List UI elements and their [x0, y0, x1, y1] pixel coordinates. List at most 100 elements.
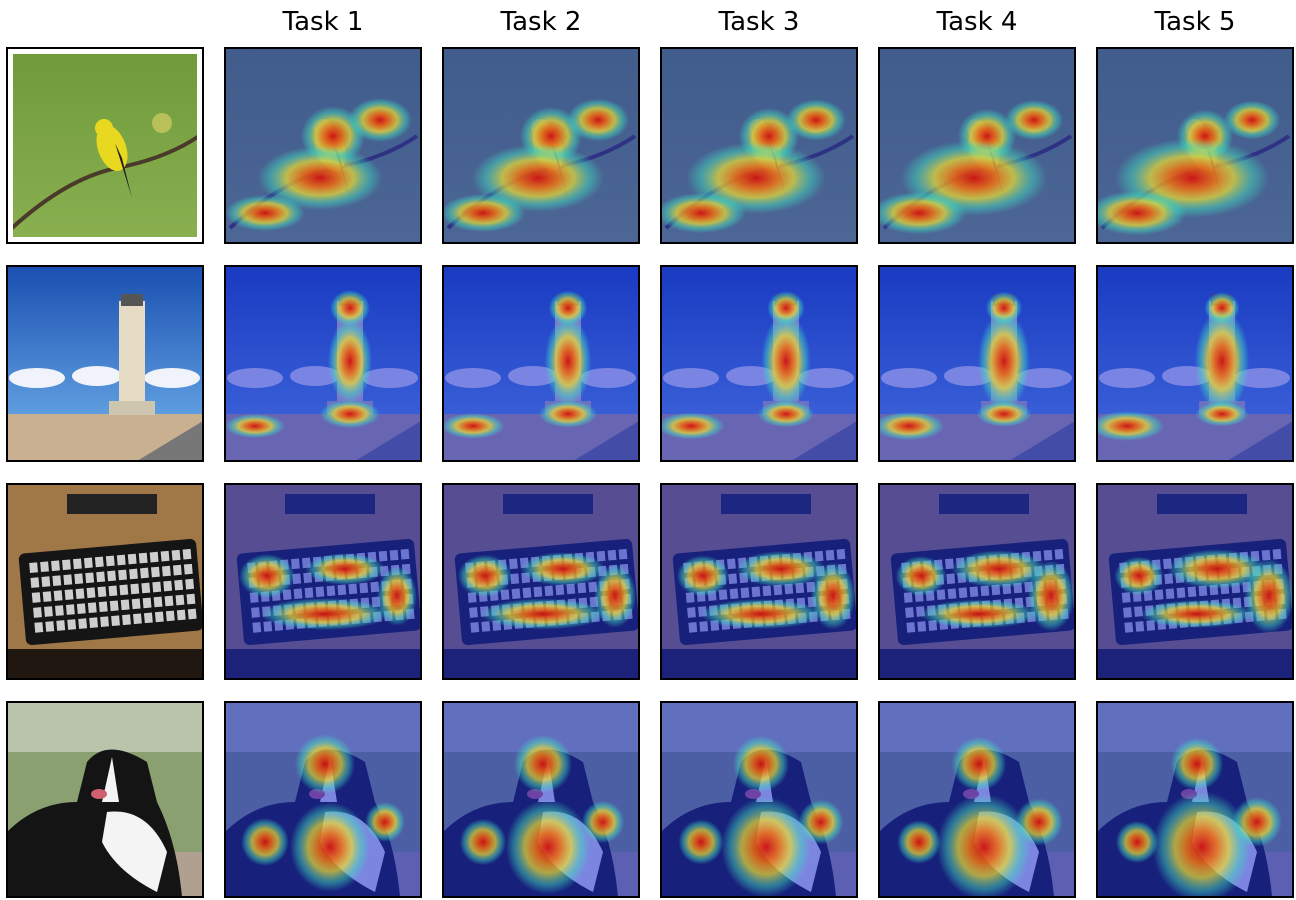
image-content: [1090, 266, 1293, 461]
key: [30, 577, 39, 588]
key: [88, 602, 97, 613]
key: [41, 576, 50, 587]
heat-region: [521, 552, 606, 586]
key: [74, 573, 83, 584]
floor: [7, 649, 203, 679]
key: [99, 601, 108, 612]
image-content: [225, 266, 421, 461]
column-header: Task 5: [1154, 7, 1236, 37]
heat-region: [320, 400, 380, 428]
key: [161, 551, 170, 562]
heat-region: [1171, 738, 1224, 791]
key: [118, 570, 127, 581]
heat-region: [656, 193, 746, 233]
key: [85, 572, 94, 583]
heat-region: [506, 799, 591, 894]
heat-region: [896, 556, 947, 596]
heat-region: [458, 555, 512, 598]
original-image: [7, 266, 203, 461]
attention-map: [656, 48, 857, 243]
image-content: [661, 484, 858, 679]
tower: [119, 301, 145, 411]
column-header: Task 3: [718, 7, 800, 37]
key: [130, 584, 139, 595]
attention-map: [225, 266, 421, 461]
figure: Task 1 Task 2 Task 3 Task 4 Task 5: [0, 0, 1296, 900]
bird-head: [95, 119, 113, 137]
key: [152, 582, 161, 593]
image-content: [225, 702, 421, 897]
base: [109, 401, 155, 415]
original-image: [7, 484, 204, 679]
key: [29, 562, 38, 573]
key: [76, 588, 85, 599]
heat-region: [1116, 821, 1158, 863]
heat-region: [1232, 797, 1282, 847]
heat-region: [290, 802, 370, 892]
key: [111, 615, 120, 626]
heat-region: [441, 413, 505, 438]
column-header: Task 1: [282, 7, 364, 37]
key: [155, 612, 164, 623]
heat-region: [700, 599, 822, 629]
image-content: [656, 48, 857, 243]
key: [173, 565, 182, 576]
attention-map: [443, 484, 640, 679]
attention-map: [1087, 48, 1293, 243]
heat-region: [937, 794, 1031, 900]
heat-region: [241, 818, 289, 866]
heat-region: [582, 801, 624, 843]
heat-region: [1140, 600, 1254, 628]
key: [140, 568, 149, 579]
image-content: [443, 702, 639, 897]
heat-region: [736, 551, 826, 587]
key: [96, 572, 105, 583]
attention-map: [441, 266, 639, 461]
cloud: [72, 366, 122, 386]
key: [95, 557, 104, 568]
key: [110, 600, 119, 611]
heat-region: [1167, 549, 1266, 589]
key: [51, 560, 60, 571]
heat-region: [952, 550, 1046, 588]
heat-region: [225, 195, 305, 231]
key: [151, 567, 160, 578]
key: [65, 589, 74, 600]
heat-region: [1087, 191, 1186, 236]
heat-region: [721, 797, 811, 898]
heat-region: [977, 401, 1032, 426]
attention-map: [657, 266, 857, 461]
heat-region: [1152, 791, 1251, 900]
heat-region: [761, 314, 810, 408]
attention-map: [874, 266, 1075, 461]
key: [66, 604, 75, 615]
column-header: Task 4: [936, 7, 1018, 37]
key: [185, 579, 194, 590]
key: [98, 586, 107, 597]
heat-region: [480, 598, 606, 629]
heat-region: [952, 737, 1007, 792]
image-content: [879, 484, 1076, 679]
key: [162, 566, 171, 577]
image-content: [443, 484, 640, 679]
key: [166, 611, 175, 622]
heat-region: [786, 99, 846, 140]
column-header: Task 2: [500, 7, 582, 37]
key: [174, 580, 183, 591]
key: [122, 614, 131, 625]
monitor: [67, 494, 157, 514]
attention-map: [1097, 484, 1294, 679]
heat-region: [1090, 411, 1164, 441]
attention-map: [879, 484, 1076, 679]
image-content: [441, 48, 639, 243]
attention-map: [1090, 266, 1293, 461]
heat-region: [678, 819, 723, 864]
leaves: [152, 113, 172, 133]
key: [106, 556, 115, 567]
heat-region: [1015, 798, 1062, 845]
attention-map: [1097, 702, 1293, 900]
heat-region: [539, 400, 597, 427]
key: [89, 617, 98, 628]
heat-region: [1114, 557, 1163, 596]
key: [107, 571, 116, 582]
